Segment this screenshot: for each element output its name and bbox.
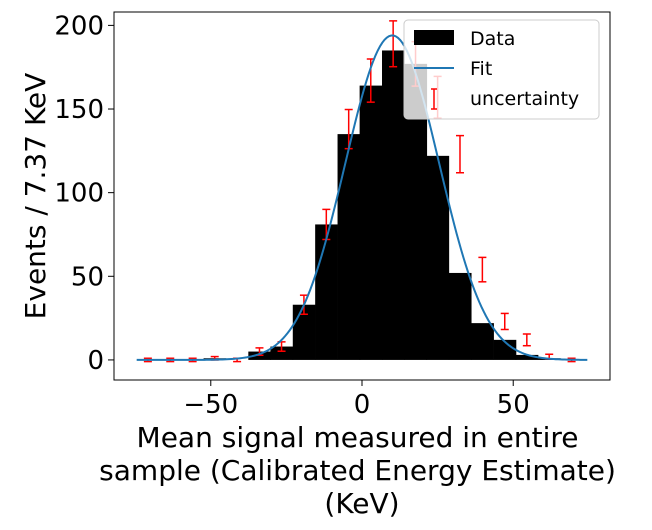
histogram-bar xyxy=(493,339,517,360)
errorbar xyxy=(455,134,464,174)
y-tick-label: 50 xyxy=(71,262,104,292)
x-tick-label: 0 xyxy=(354,390,371,420)
legend-uncertainty-label: uncertainty xyxy=(470,88,579,110)
histogram-bar xyxy=(426,155,450,360)
histogram-bar xyxy=(315,224,338,360)
x-axis-label: Mean signal measured in entire sample (C… xyxy=(99,421,625,520)
histogram-bar xyxy=(404,63,428,360)
errorbar xyxy=(522,333,531,347)
histogram-bar xyxy=(270,346,294,360)
histogram-bar xyxy=(515,354,539,360)
legend: Data Fit uncertainty xyxy=(403,19,600,120)
x-axis-ticks: −50 0 50 xyxy=(183,380,530,420)
x-tick-label: −50 xyxy=(183,390,238,420)
histogram-bar xyxy=(471,323,494,360)
y-tick-label: 0 xyxy=(87,346,104,376)
x-axis-label-line-2: sample (Calibrated Energy Estimate) xyxy=(99,454,616,487)
y-tick-label: 200 xyxy=(54,11,104,41)
errorbar xyxy=(389,20,398,68)
y-axis-label: Events / 7.37 KeV xyxy=(19,73,52,320)
fit-curve xyxy=(136,34,588,361)
y-tick-label: 150 xyxy=(54,95,104,125)
legend-data-label: Data xyxy=(470,28,515,50)
histogram-bar xyxy=(292,304,316,360)
x-axis-label-line-1: Mean signal measured in entire xyxy=(137,421,579,454)
histogram-bar xyxy=(359,85,383,360)
y-tick-label: 100 xyxy=(54,179,104,209)
legend-fit-label: Fit xyxy=(470,58,492,80)
legend-data-swatch xyxy=(414,30,454,45)
legend-uncertainty-swatch xyxy=(431,88,437,110)
histogram-bar xyxy=(382,50,405,360)
errorbar xyxy=(500,312,509,331)
histogram-bar xyxy=(337,134,361,360)
histogram-bar xyxy=(448,272,472,360)
x-tick-label: 50 xyxy=(497,390,530,420)
x-axis-label-line-3: (KeV) xyxy=(324,487,399,520)
errorbar xyxy=(478,256,487,283)
y-axis-ticks: 0 50 100 150 200 xyxy=(54,11,114,376)
histogram-bars xyxy=(203,50,561,360)
